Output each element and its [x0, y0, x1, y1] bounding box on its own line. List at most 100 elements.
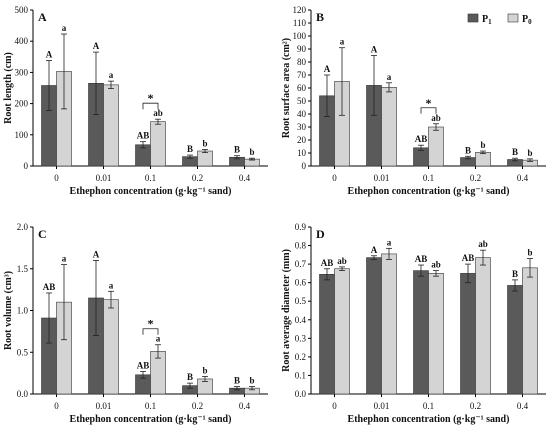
y-tick-label: 1.0 [17, 306, 29, 316]
significance-letter: ab [431, 113, 441, 123]
legend-label: P0 [522, 14, 532, 26]
significance-letter: AB [137, 360, 150, 370]
bar-p0 [334, 268, 350, 395]
significance-letter: a [109, 70, 114, 80]
significance-bracket [142, 102, 159, 110]
y-tick-label: 0.5 [17, 347, 29, 357]
significance-letter: B [512, 147, 518, 157]
y-tick-label: 0.1 [295, 370, 306, 380]
y-tick-label: 200 [15, 99, 29, 109]
x-tick-label: 0.2 [192, 401, 203, 411]
significance-letter: A [93, 249, 100, 259]
y-tick-label: 1.5 [17, 264, 29, 274]
y-tick-label: 100 [293, 31, 307, 41]
significance-letter: A [46, 50, 53, 60]
significance-star: * [148, 317, 154, 331]
y-tick-label: 2.0 [17, 222, 29, 232]
y-tick-label: 90 [297, 44, 307, 54]
x-axis-label: Ethephon concentration (g·kg⁻¹ sand) [70, 186, 232, 197]
significance-letter: AB [415, 254, 428, 264]
y-tick-label: 400 [15, 36, 29, 46]
significance-letter: AB [137, 131, 150, 141]
significance-letter: ab [153, 108, 163, 118]
significance-letter: A [371, 45, 378, 55]
y-tick-label: 0.7 [295, 259, 307, 269]
bar-p0 [428, 273, 444, 395]
bar-p1 [319, 274, 335, 395]
bar-p0 [475, 257, 491, 395]
x-axis-label: Ethephon concentration (g·kg⁻¹ sand) [348, 186, 510, 197]
bar-p0 [381, 87, 397, 167]
y-tick-label: 0.3 [295, 333, 307, 343]
significance-letter: b [249, 147, 254, 157]
y-tick-label: 0.0 [295, 389, 307, 399]
x-axis-label: Ethephon concentration (g·kg⁻¹ sand) [70, 414, 232, 425]
y-tick-label: 0.2 [295, 352, 306, 362]
significance-letter: B [187, 144, 193, 154]
y-tick-label: 70 [297, 70, 307, 80]
x-tick-label: 0 [54, 401, 59, 411]
y-tick-label: 120 [293, 5, 307, 15]
significance-letter: a [62, 23, 67, 33]
bar-p0 [428, 126, 444, 167]
significance-letter: b [527, 148, 532, 158]
x-tick-label: 0.2 [192, 173, 203, 183]
bar-p0 [381, 253, 397, 395]
significance-letter: B [465, 145, 471, 155]
y-tick-label: 10 [297, 148, 307, 158]
panel-label: D [316, 227, 325, 241]
significance-letter: A [371, 245, 378, 255]
x-tick-label: 0 [54, 173, 59, 183]
x-tick-label: 0.01 [374, 173, 390, 183]
bar-p0 [475, 152, 491, 167]
significance-bracket [420, 107, 437, 114]
x-tick-label: 0.4 [517, 173, 529, 183]
panel-label: C [38, 227, 47, 241]
significance-letter: ab [337, 256, 347, 266]
x-tick-label: 0.2 [470, 173, 481, 183]
x-tick-label: 0.01 [374, 401, 390, 411]
x-tick-label: 0.2 [470, 401, 481, 411]
y-axis-label: Root length (cm) [3, 52, 14, 124]
x-tick-label: 0.4 [239, 401, 251, 411]
bar-p0 [103, 299, 119, 395]
significance-letter: a [156, 334, 161, 344]
panel-label: A [38, 10, 47, 24]
significance-letter: a [62, 254, 67, 264]
significance-letter: a [109, 280, 114, 290]
y-tick-label: 60 [297, 83, 307, 93]
y-tick-label: 50 [297, 96, 307, 106]
x-tick-label: 0.1 [145, 173, 156, 183]
y-tick-label: 100 [15, 130, 29, 140]
significance-letter: B [512, 269, 518, 279]
significance-letter: b [480, 140, 485, 150]
bar-p1 [507, 285, 523, 395]
significance-letter: B [187, 372, 193, 382]
x-axis-label: Ethephon concentration (g·kg⁻¹ sand) [348, 414, 510, 425]
significance-letter: b [249, 375, 254, 385]
y-tick-label: 40 [297, 109, 307, 119]
significance-star: * [426, 96, 432, 110]
bar-p1 [366, 257, 382, 395]
x-tick-label: 0.01 [96, 401, 112, 411]
bar-p1 [460, 273, 476, 395]
x-tick-label: 0.01 [96, 173, 112, 183]
x-tick-label: 0.1 [423, 401, 434, 411]
legend-swatch [467, 13, 479, 23]
significance-letter: b [527, 248, 532, 258]
significance-letter: AB [43, 282, 56, 292]
y-tick-label: 0 [302, 161, 307, 171]
y-tick-label: 500 [15, 5, 29, 15]
significance-letter: AB [415, 134, 428, 144]
x-tick-label: 0.1 [145, 401, 156, 411]
significance-bracket [142, 328, 159, 335]
y-tick-label: 0.8 [295, 241, 307, 251]
significance-letter: a [387, 72, 392, 82]
significance-letter: B [234, 375, 240, 385]
significance-letter: AB [321, 258, 334, 268]
significance-letter: b [202, 365, 207, 375]
bar-p0 [197, 150, 213, 167]
y-axis-label: Root surface area (cm²) [281, 38, 292, 138]
panel-b: 0 10 20 30 40 50 60 70 80 90 100 110 120 0 0.01 0.1 0.2 0… [281, 5, 546, 197]
